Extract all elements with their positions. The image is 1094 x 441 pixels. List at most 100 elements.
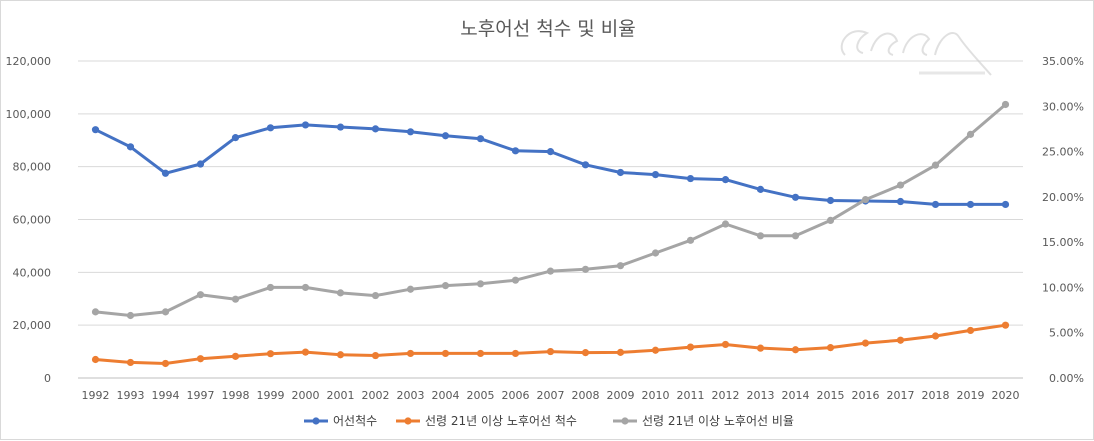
x-tick-label: 2017 bbox=[887, 389, 915, 402]
data-point bbox=[1001, 200, 1010, 209]
data-point bbox=[651, 346, 660, 354]
data-point bbox=[756, 185, 765, 193]
data-point bbox=[511, 276, 520, 284]
data-point bbox=[546, 347, 555, 356]
data-point bbox=[161, 308, 170, 316]
data-point bbox=[931, 332, 940, 340]
data-point bbox=[126, 311, 135, 320]
data-point bbox=[196, 355, 205, 363]
data-point bbox=[301, 121, 310, 129]
data-point bbox=[406, 349, 415, 358]
data-point bbox=[616, 348, 625, 356]
series-line bbox=[94, 323, 1007, 365]
data-point bbox=[406, 285, 415, 293]
data-point bbox=[91, 355, 100, 364]
x-tick-label: 1997 bbox=[187, 389, 215, 402]
data-point bbox=[161, 359, 170, 368]
legend-marker bbox=[621, 417, 629, 425]
chart-title: 노후어선 척수 및 비율 bbox=[460, 18, 635, 40]
y2-tick-label: 0.00% bbox=[1049, 372, 1084, 385]
series-1 bbox=[91, 121, 1010, 209]
x-tick-label: 2009 bbox=[607, 389, 635, 402]
logo-watermark bbox=[840, 30, 992, 76]
data-point bbox=[861, 339, 870, 347]
x-tick-label: 2016 bbox=[852, 389, 880, 402]
data-point bbox=[581, 349, 590, 357]
data-point bbox=[581, 161, 590, 169]
data-point bbox=[336, 351, 345, 359]
data-point bbox=[826, 344, 835, 352]
data-point bbox=[441, 282, 450, 290]
data-point bbox=[1001, 100, 1010, 109]
data-point bbox=[931, 161, 940, 169]
data-point bbox=[896, 181, 905, 189]
y2-tick-label: 30.00% bbox=[1042, 100, 1084, 113]
data-point bbox=[966, 326, 975, 335]
data-point bbox=[651, 170, 660, 179]
data-point bbox=[931, 200, 940, 209]
series-line bbox=[94, 103, 1007, 317]
data-point bbox=[826, 196, 835, 205]
data-point bbox=[861, 195, 870, 204]
data-point bbox=[791, 193, 800, 201]
data-point bbox=[441, 349, 450, 358]
x-tick-label: 2001 bbox=[327, 389, 355, 402]
y2-tick-label: 5.00% bbox=[1049, 327, 1084, 340]
data-point bbox=[231, 352, 240, 360]
data-point bbox=[686, 236, 695, 244]
y-tick-label: 100,000 bbox=[6, 108, 52, 121]
x-tick-label: 2010 bbox=[642, 389, 670, 402]
legend-marker bbox=[404, 417, 412, 425]
data-point bbox=[546, 267, 555, 275]
data-point bbox=[336, 123, 345, 131]
x-tick-label: 2006 bbox=[502, 389, 530, 402]
data-point bbox=[126, 358, 135, 367]
data-point bbox=[476, 349, 485, 358]
x-tick-label: 2014 bbox=[782, 389, 810, 402]
data-point bbox=[91, 308, 100, 316]
data-point bbox=[581, 265, 590, 273]
data-point bbox=[371, 291, 380, 300]
legend-item: 선령 21년 이상 노후어선 비율 bbox=[613, 414, 794, 428]
data-point bbox=[231, 134, 240, 142]
x-tick-label: 2011 bbox=[677, 389, 705, 402]
data-point bbox=[476, 135, 485, 143]
data-point bbox=[511, 147, 520, 155]
x-tick-label: 2012 bbox=[712, 389, 740, 402]
data-point bbox=[161, 169, 170, 177]
data-point bbox=[301, 348, 310, 356]
x-tick-label: 2004 bbox=[432, 389, 460, 402]
data-point bbox=[91, 126, 100, 134]
x-tick-label: 2015 bbox=[817, 389, 845, 402]
y-tick-label: 120,000 bbox=[6, 55, 52, 68]
y-tick-label: 60,000 bbox=[13, 214, 52, 227]
series-2 bbox=[91, 321, 1010, 368]
y-tick-label: 80,000 bbox=[13, 161, 52, 174]
data-point bbox=[896, 336, 905, 344]
data-point bbox=[1001, 321, 1010, 329]
data-point bbox=[476, 280, 485, 288]
data-point bbox=[721, 340, 730, 349]
data-point bbox=[301, 283, 310, 292]
data-point bbox=[616, 262, 625, 270]
x-tick-label: 1999 bbox=[257, 389, 285, 402]
data-point bbox=[686, 174, 695, 183]
data-point bbox=[371, 351, 380, 360]
series-3 bbox=[91, 100, 1010, 320]
data-point bbox=[721, 176, 730, 184]
data-point bbox=[266, 124, 275, 132]
data-point bbox=[511, 349, 520, 358]
x-tick-label: 2008 bbox=[572, 389, 600, 402]
x-tick-label: 2002 bbox=[362, 389, 390, 402]
x-tick-label: 1994 bbox=[152, 389, 180, 402]
y2-tick-label: 35.00% bbox=[1042, 55, 1084, 68]
legend-item: 선령 21년 이상 노후어선 척수 bbox=[396, 414, 577, 428]
data-point bbox=[966, 200, 975, 209]
data-point bbox=[826, 216, 835, 225]
legend-item: 어선척수 bbox=[304, 414, 377, 428]
y2-tick-label: 25.00% bbox=[1042, 146, 1084, 159]
data-point bbox=[196, 160, 205, 168]
data-point bbox=[266, 350, 275, 358]
